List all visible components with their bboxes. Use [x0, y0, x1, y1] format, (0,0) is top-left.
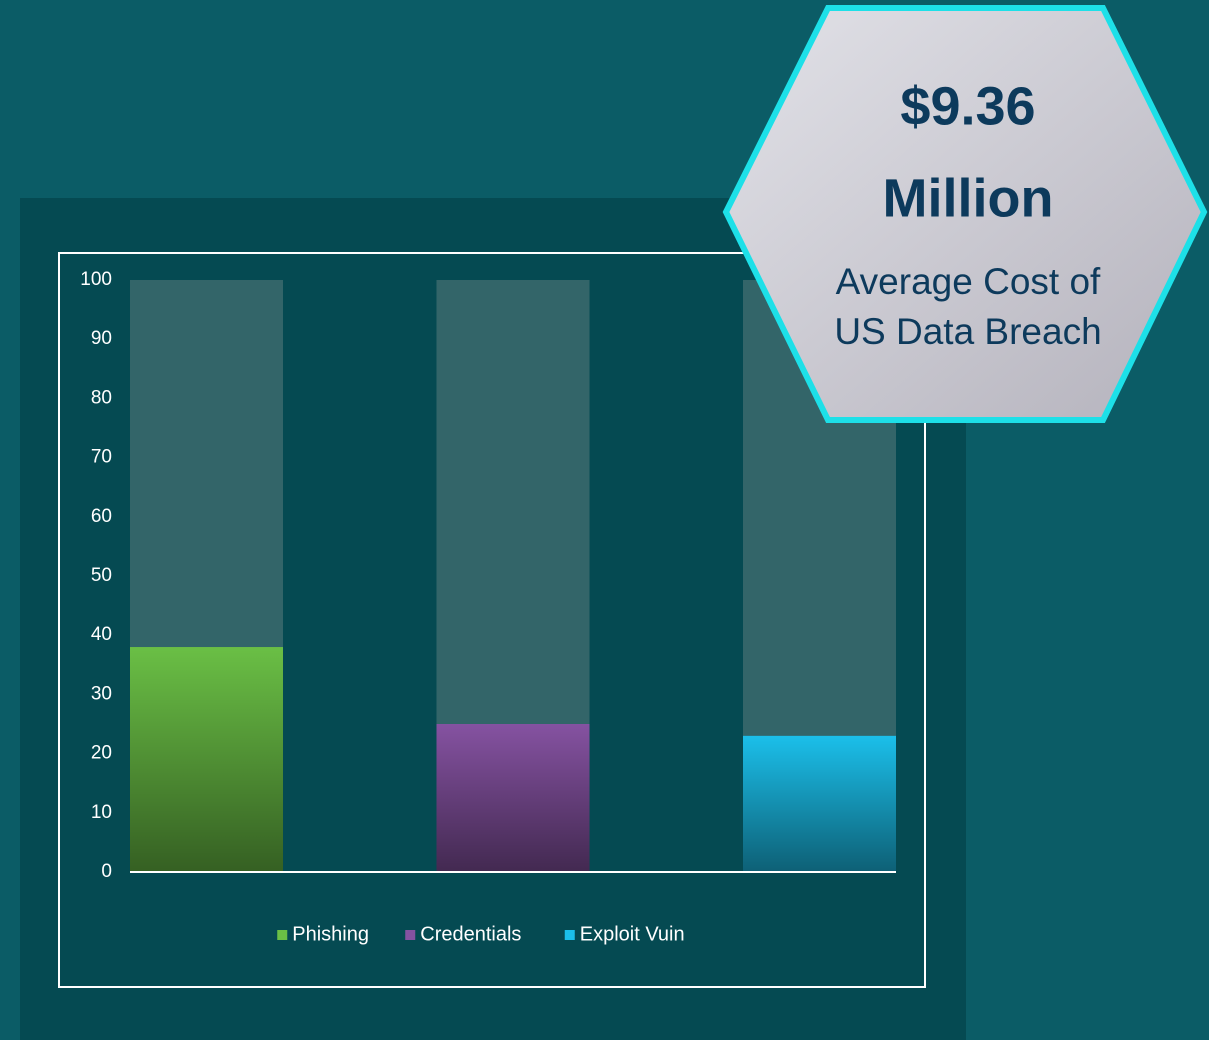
chart-frame	[58, 252, 926, 988]
y-tick-label: 60	[91, 506, 112, 527]
legend-swatch	[564, 930, 575, 940]
bar-shade	[436, 724, 590, 872]
bar-shade	[130, 647, 283, 872]
y-tick-label: 10	[91, 802, 112, 823]
plot: 0 10 20 30 40 50 60 70 80 90 100 Phishing Credential…	[80, 269, 896, 945]
legend-label: Exploit Vuin	[580, 923, 685, 945]
y-tick-label: 80	[91, 387, 112, 408]
y-tick-label: 40	[91, 624, 112, 645]
callout-text: US Data Breach	[834, 311, 1101, 352]
callout-hexagon	[722, 5, 1208, 423]
y-tick-label: 30	[91, 683, 112, 704]
bar-shade	[743, 735, 896, 872]
y-tick-label: 20	[91, 743, 112, 764]
y-tick-label: 50	[91, 565, 112, 586]
y-tick-label: 90	[91, 328, 112, 349]
callout-unit: Million	[883, 168, 1054, 228]
legend-label: Phishing	[292, 923, 369, 945]
legend-swatch	[277, 930, 288, 940]
y-tick-label: 100	[80, 269, 112, 290]
y-tick-label: 70	[91, 447, 112, 468]
legend-swatch	[405, 930, 416, 940]
callout-text: Average Cost of	[836, 261, 1101, 302]
y-tick-label: 0	[101, 861, 112, 882]
legend-label: Credentials	[420, 923, 521, 945]
callout-value: $9.36	[900, 76, 1035, 136]
